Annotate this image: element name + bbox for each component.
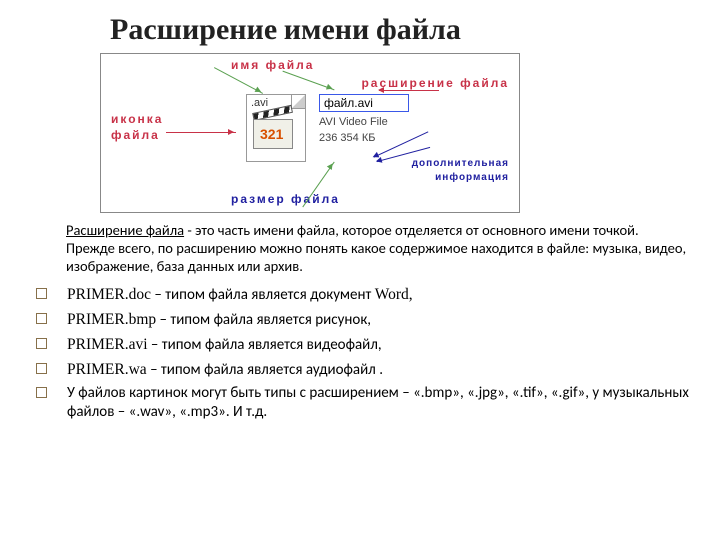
file-desc: – типом файла является рисунок, [156,311,371,329]
list-text: PRIMER.wa – типом файла является аудиофа… [67,360,383,380]
list-text: PRIMER.doc – типом файла является докуме… [67,285,413,305]
arrow-extension [379,90,439,91]
file-name: PRIMER.doc [67,286,151,303]
label-filename: имя файла [231,58,314,72]
info-filename-box: файл.avi [319,94,409,112]
file-desc-serif: Word, [375,286,413,303]
page-title: Расширение имени файла [110,12,690,47]
file-name: PRIMER.bmp [67,311,156,328]
info-type: AVI Video File [319,116,388,128]
list-item: PRIMER.wa – типом файла является аудиофа… [30,360,690,380]
arrow-icon [166,132,236,133]
file-icon: .avi 321 [246,94,306,162]
file-name: PRIMER.wa [67,361,147,378]
file-desc: – типом файла является документ [151,286,375,304]
list-item: PRIMER.bmp – типом файла является рисуно… [30,310,690,330]
bullet-icon [36,313,47,324]
list-item: PRIMER.doc – типом файла является докуме… [30,285,690,305]
bullet-icon [36,338,47,349]
list-item: PRIMER.avi – типом файла является видеоф… [30,335,690,355]
label-fileicon-1: иконка [111,112,163,126]
bullet-icon [36,387,47,398]
file-desc: – типом файла является видеофайл, [148,336,382,354]
file-name: PRIMER.avi [67,336,148,353]
definition-lead: Расширение файла [66,221,184,239]
arrow-filename-2 [282,71,334,91]
file-desc: – типом файла является аудиофайл . [147,361,383,379]
label-extra-1: дополнительная [412,158,509,169]
file-icon-ext: .avi [251,97,268,109]
label-extra-2: информация [435,172,509,183]
list-item: У файлов картинок могут быть типы с расш… [30,384,690,422]
examples-list: PRIMER.doc – типом файла является докуме… [30,285,690,422]
info-size: 236 354 КБ [319,132,375,144]
file-icon-corner [291,95,305,109]
label-fileicon-2: файла [111,128,160,142]
clapper-number: 321 [260,126,283,142]
list-text: PRIMER.bmp – типом файла является рисуно… [67,310,371,330]
diagram-container: имя файла расширение файла иконка файла … [100,53,520,213]
list-text: У файлов картинок могут быть типы с расш… [67,384,690,422]
bullet-icon [36,288,47,299]
bullet-icon [36,363,47,374]
definition-paragraph: Расширение файла - это часть имени файла… [66,221,690,275]
label-filesize: размер файла [231,192,340,206]
list-text: PRIMER.avi – типом файла является видеоф… [67,335,382,355]
clapper-icon: 321 [253,119,293,149]
